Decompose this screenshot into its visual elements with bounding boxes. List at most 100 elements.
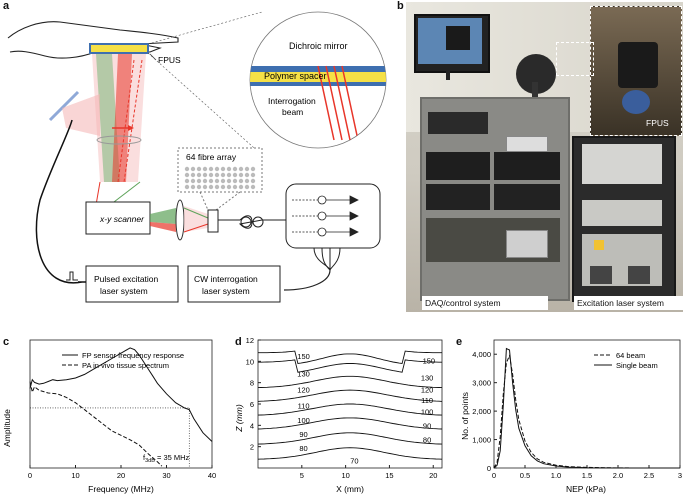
d-contour-line <box>257 389 443 402</box>
d-ytick-label: 4 <box>250 421 254 430</box>
e-xtick-label: 1.5 <box>582 471 592 480</box>
fibre-connector <box>207 209 219 233</box>
d-ytick-label: 8 <box>250 379 254 388</box>
cw-laser-box <box>187 265 281 303</box>
c-xlabel: Frequency (MHz) <box>88 484 154 494</box>
c-series-fp <box>29 347 213 442</box>
c-xtick-label: 0 <box>28 471 32 480</box>
e-ytick-label: 4,000 <box>472 350 491 359</box>
c-annotation: f3dB = 35 MHz <box>143 453 190 464</box>
e-xtick-label: 2.0 <box>613 471 623 480</box>
e-legend-64: 64 beam <box>616 351 645 360</box>
c-xtick-label: 40 <box>208 471 216 480</box>
e-xtick-label: 2.5 <box>644 471 654 480</box>
d-xtick-label: 20 <box>429 471 437 480</box>
contour-chart: Z (mm) X (mm) 5 10 15 20 2 4 6 8 10 12 150 130 120 1… <box>234 336 443 494</box>
cw-label-2: laser system <box>202 286 250 296</box>
pulsed-label-1: Pulsed excitation <box>94 274 159 284</box>
d-contour-label: 100 <box>297 416 310 425</box>
d-contour-label: 110 <box>298 401 310 410</box>
d-contour-line <box>257 447 443 460</box>
d-contour-label: 150 <box>297 352 310 361</box>
frequency-chart: Amplitude Frequency (MHz) 0 10 20 30 40 FP s… <box>2 339 216 494</box>
d-contour-label: 90 <box>299 430 307 439</box>
panel-e-label: e <box>456 336 463 348</box>
dichroic-label: Dichroic mirror <box>289 41 348 51</box>
d-contour-label: 120 <box>297 385 310 394</box>
c-legend-pa: PA in vivo tissue spectrum <box>82 361 169 370</box>
fibre-array-label: 64 fibre array <box>186 152 237 162</box>
dichroic-mirror-a <box>48 90 80 122</box>
d-contour-label: 130 <box>297 369 310 378</box>
pulsed-fibre <box>35 119 86 284</box>
d-contour-line <box>257 417 443 430</box>
fpus-label: FPUS <box>158 55 181 65</box>
e-xtick-label: 0.5 <box>520 471 530 480</box>
red-beam <box>112 54 132 182</box>
e-ytick-label: 3,000 <box>472 379 491 388</box>
daq-label: DAQ/control system <box>422 296 548 310</box>
d-ytick-label: 6 <box>250 400 254 409</box>
d-contour-line <box>257 375 443 389</box>
c-xtick-label: 30 <box>162 471 170 480</box>
e-ytick-label: 1,000 <box>472 436 491 445</box>
beam-label-1: Interrogation <box>268 96 316 106</box>
panel-b-label: b <box>397 0 404 12</box>
d-contour-label: 90 <box>423 422 431 431</box>
panel-d-label: d <box>235 336 242 348</box>
objective-lens <box>96 135 142 145</box>
d-xtick-label: 15 <box>385 471 393 480</box>
d-contour-label: 110 <box>421 396 433 405</box>
d-ytick-label: 10 <box>246 357 254 366</box>
c-series-pa <box>29 381 163 467</box>
e-series-64 <box>493 353 680 469</box>
d-contour-line <box>258 350 442 364</box>
e-xtick-label: 3 <box>678 471 682 480</box>
e-xtick-label: 1.0 <box>551 471 561 480</box>
c-xtick-label: 20 <box>117 471 125 480</box>
e-ylabel: No. of points <box>460 392 470 440</box>
fpus-sensor <box>89 43 149 54</box>
d-contour-line <box>257 403 443 416</box>
d-contour-line <box>258 359 442 373</box>
system-photo: FPUS DAQ/control system Excitation laser… <box>406 2 683 312</box>
c-xtick-label: 10 <box>71 471 79 480</box>
relay-lens <box>175 199 185 241</box>
pulsed-label-2: laser system <box>100 286 148 296</box>
e-legend-single: Single beam <box>616 361 658 370</box>
e-ytick-label: 0 <box>487 464 491 473</box>
schematic-diagram: FPUS Dichroic mirror Polymer spacer Inte… <box>7 11 387 303</box>
d-contour-line <box>257 432 443 445</box>
e-series-single <box>493 347 680 469</box>
spacer-label: Polymer spacer <box>264 71 327 81</box>
d-contour-label: 150 <box>423 356 436 365</box>
d-xtick-label: 5 <box>300 471 304 480</box>
d-contour-label: 70 <box>350 457 358 466</box>
beam-label-2: beam <box>282 107 303 117</box>
d-contour-label: 120 <box>421 385 434 394</box>
scanner-box <box>85 201 151 235</box>
scanner-label: x-y scanner <box>99 214 145 224</box>
d-contour-label: 80 <box>423 435 431 444</box>
e-plot-area <box>493 339 681 469</box>
c-legend-fp: FP sensor frequency response <box>82 351 184 360</box>
e-ytick-label: 2,000 <box>472 407 491 416</box>
excitation-label: Excitation laser system <box>574 296 683 310</box>
d-xlabel: X (mm) <box>336 484 364 494</box>
c-ylabel: Amplitude <box>2 409 12 447</box>
cw-label-1: CW interrogation <box>194 274 258 284</box>
d-contour-label: 130 <box>421 374 434 383</box>
d-ylabel: Z (mm) <box>234 404 244 433</box>
d-ytick-label: 12 <box>246 336 254 345</box>
panel-c-label: c <box>3 336 10 348</box>
inset-fpus-label: FPUS <box>646 118 669 128</box>
d-xtick-label: 10 <box>341 471 349 480</box>
e-xtick-label: 0 <box>492 471 496 480</box>
d-contour-label: 80 <box>299 444 307 453</box>
e-xlabel: NEP (kPa) <box>566 484 606 494</box>
nep-chart: No. of points NEP (kPa) 0 0.5 1.0 1.5 2.0 2.5… <box>460 339 682 494</box>
d-ytick-label: 2 <box>250 443 254 452</box>
panel-a-label: a <box>3 0 10 12</box>
d-contour-label: 100 <box>421 408 434 417</box>
pulsed-laser-box <box>85 265 179 303</box>
